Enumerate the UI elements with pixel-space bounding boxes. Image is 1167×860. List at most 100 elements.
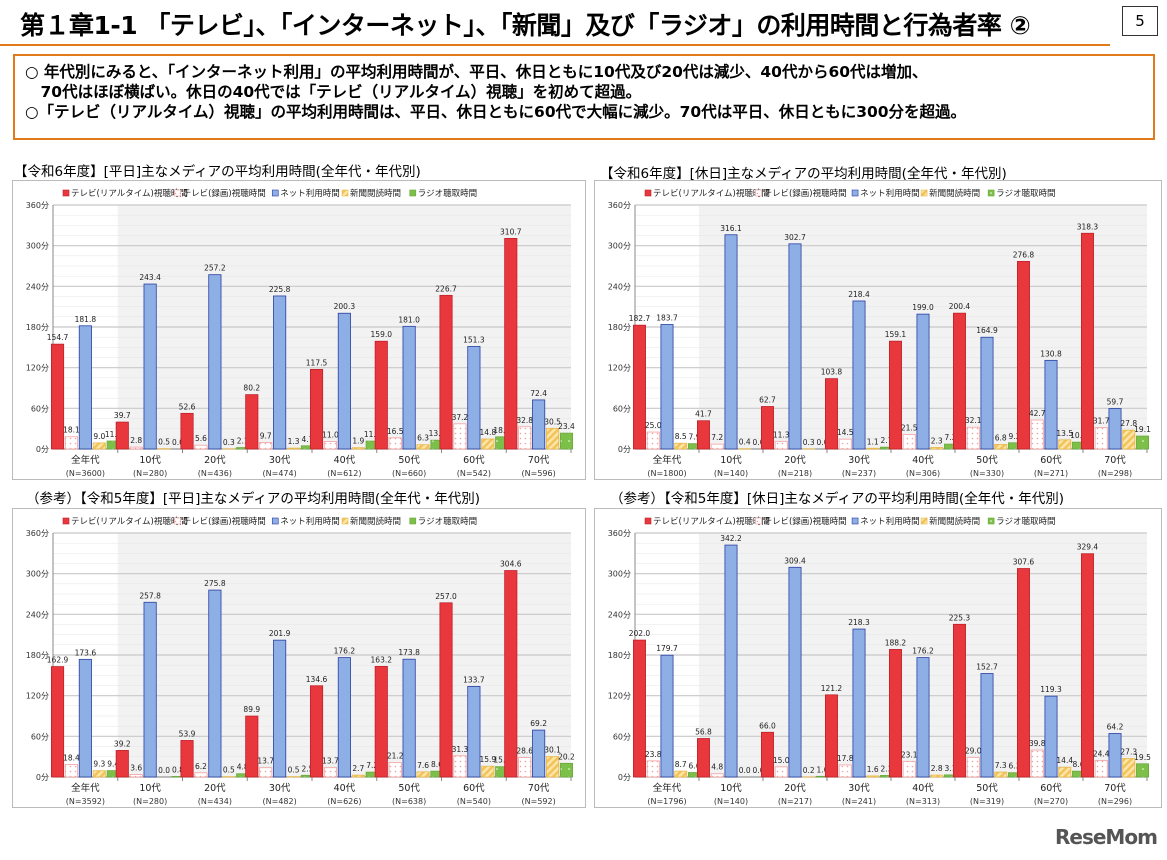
bar-tv [245,394,259,450]
data-label: 18.4 [63,754,80,763]
legend-swatch [920,517,928,525]
data-label: 164.9 [976,326,998,335]
data-label: 32.8 [516,416,533,425]
bar-net [660,654,674,778]
legend-label: ラジオ聴取時間 [418,516,477,527]
x-category-label: 10代 [720,783,742,794]
bar-news [866,775,880,778]
x-n-label: (N=638) [392,797,426,806]
bar-net [143,601,157,778]
bar-net [788,243,802,450]
bar-news [930,447,944,450]
x-category-label: 70代 [1104,455,1126,466]
data-label: 52.6 [179,402,196,411]
data-label: 21.2 [387,752,404,761]
data-label: 1.9 [352,437,364,446]
bar-rec [129,774,143,778]
legend-swatch [174,517,181,525]
bar-tv [760,731,774,778]
data-label: 2.5 [301,764,313,773]
y-tick-label: 120分 [608,692,631,701]
data-label: 69.2 [530,719,547,728]
data-label: 309.4 [784,556,806,565]
legend-label: ネット利用時間 [280,188,340,199]
bar-rec [388,762,402,778]
data-label: 275.8 [204,579,226,588]
data-label: 200.3 [334,302,356,311]
data-label: 0.0 [817,438,829,447]
data-label: 28.6 [516,747,533,756]
data-label: 181.8 [75,315,97,324]
bar-net [467,685,481,778]
x-category-label: 30代 [269,455,291,466]
data-label: 182.7 [629,314,651,323]
x-n-label: (N=280) [133,469,167,478]
data-label: 121.2 [821,684,843,693]
bar-news [481,765,495,778]
bar-tv [374,340,388,450]
data-label: 21.5 [901,423,918,432]
chart-r6-weekday: 0分 60分 120分 180分 240分 300分 360分 テレビ(リアルタイム)視聴時間… [12,180,586,480]
data-label: 13.5 [1056,429,1073,438]
x-category-label: 30代 [848,783,870,794]
bar-rec [259,442,273,450]
legend-label: ラジオ聴取時間 [996,516,1055,527]
x-n-label: (N=306) [906,469,940,478]
data-label: 342.2 [720,534,742,543]
bar-tv [115,750,129,778]
data-label: 62.7 [759,396,776,405]
chart-r6-holiday: 0分 60分 120分 180分 240分 300分 360分 テレビ(リアルタイム)視聴時間… [594,180,1162,480]
data-label: 304.6 [500,560,522,569]
bar-tv [504,570,518,778]
data-label: 257.8 [139,591,161,600]
data-label: 202.0 [629,629,651,638]
data-label: 13.0 [429,429,446,438]
data-label: 0.0 [739,766,751,775]
bar-tv [633,639,646,778]
data-label: 4.8 [237,763,249,772]
data-label: 329.4 [1077,543,1099,552]
data-label: 7.3 [995,761,1007,770]
x-n-label: (N=540) [457,797,491,806]
data-label: 226.7 [435,284,457,293]
bar-net [337,657,351,778]
legend-swatch [341,517,349,525]
bar-radio [559,762,574,778]
data-label: 0.5 [223,766,235,775]
data-label: 173.6 [75,648,97,657]
bar-tv [824,694,838,778]
data-label: 2.7 [881,436,893,445]
data-label: 3.1 [945,764,957,773]
legend-swatch [851,517,859,525]
data-label: 2.7 [352,764,364,773]
bar-tv [1080,553,1094,778]
bar-rec [388,437,402,450]
y-tick-label: 120分 [26,364,49,373]
data-label: 1.3 [288,437,300,446]
legend-label: ラジオ聴取時間 [996,188,1055,199]
data-label: 0.4 [739,438,751,447]
data-label: 316.1 [720,224,742,233]
x-category-label: 40代 [334,455,356,466]
x-n-label: (N=3592) [66,797,105,806]
legend-swatch [271,517,279,525]
bar-tv [245,715,259,778]
x-n-label: (N=140) [714,797,748,806]
bar-tv [952,312,966,450]
bar-rec [259,767,273,778]
x-category-label: 60代 [463,455,485,466]
data-label: 9.3 [93,760,105,769]
data-label: 200.4 [949,302,971,311]
data-label: 133.7 [463,675,485,684]
chart-title-r5-holiday: （参考）【令和5年度】[休日]主なメディアの平均利用時間(全年代・年代別) [610,491,1064,507]
x-n-label: (N=140) [714,469,748,478]
data-label: 181.0 [398,315,420,324]
bar-rec [646,431,660,450]
data-label: 9.0 [93,432,105,441]
x-category-label: 60代 [463,783,485,794]
data-label: 3.6 [130,764,142,773]
data-label: 188.2 [885,638,907,647]
legend-label: テレビ(録画)視聴時間 [763,188,846,199]
y-tick-label: 300分 [26,242,49,251]
data-label: 130.8 [1040,349,1062,358]
